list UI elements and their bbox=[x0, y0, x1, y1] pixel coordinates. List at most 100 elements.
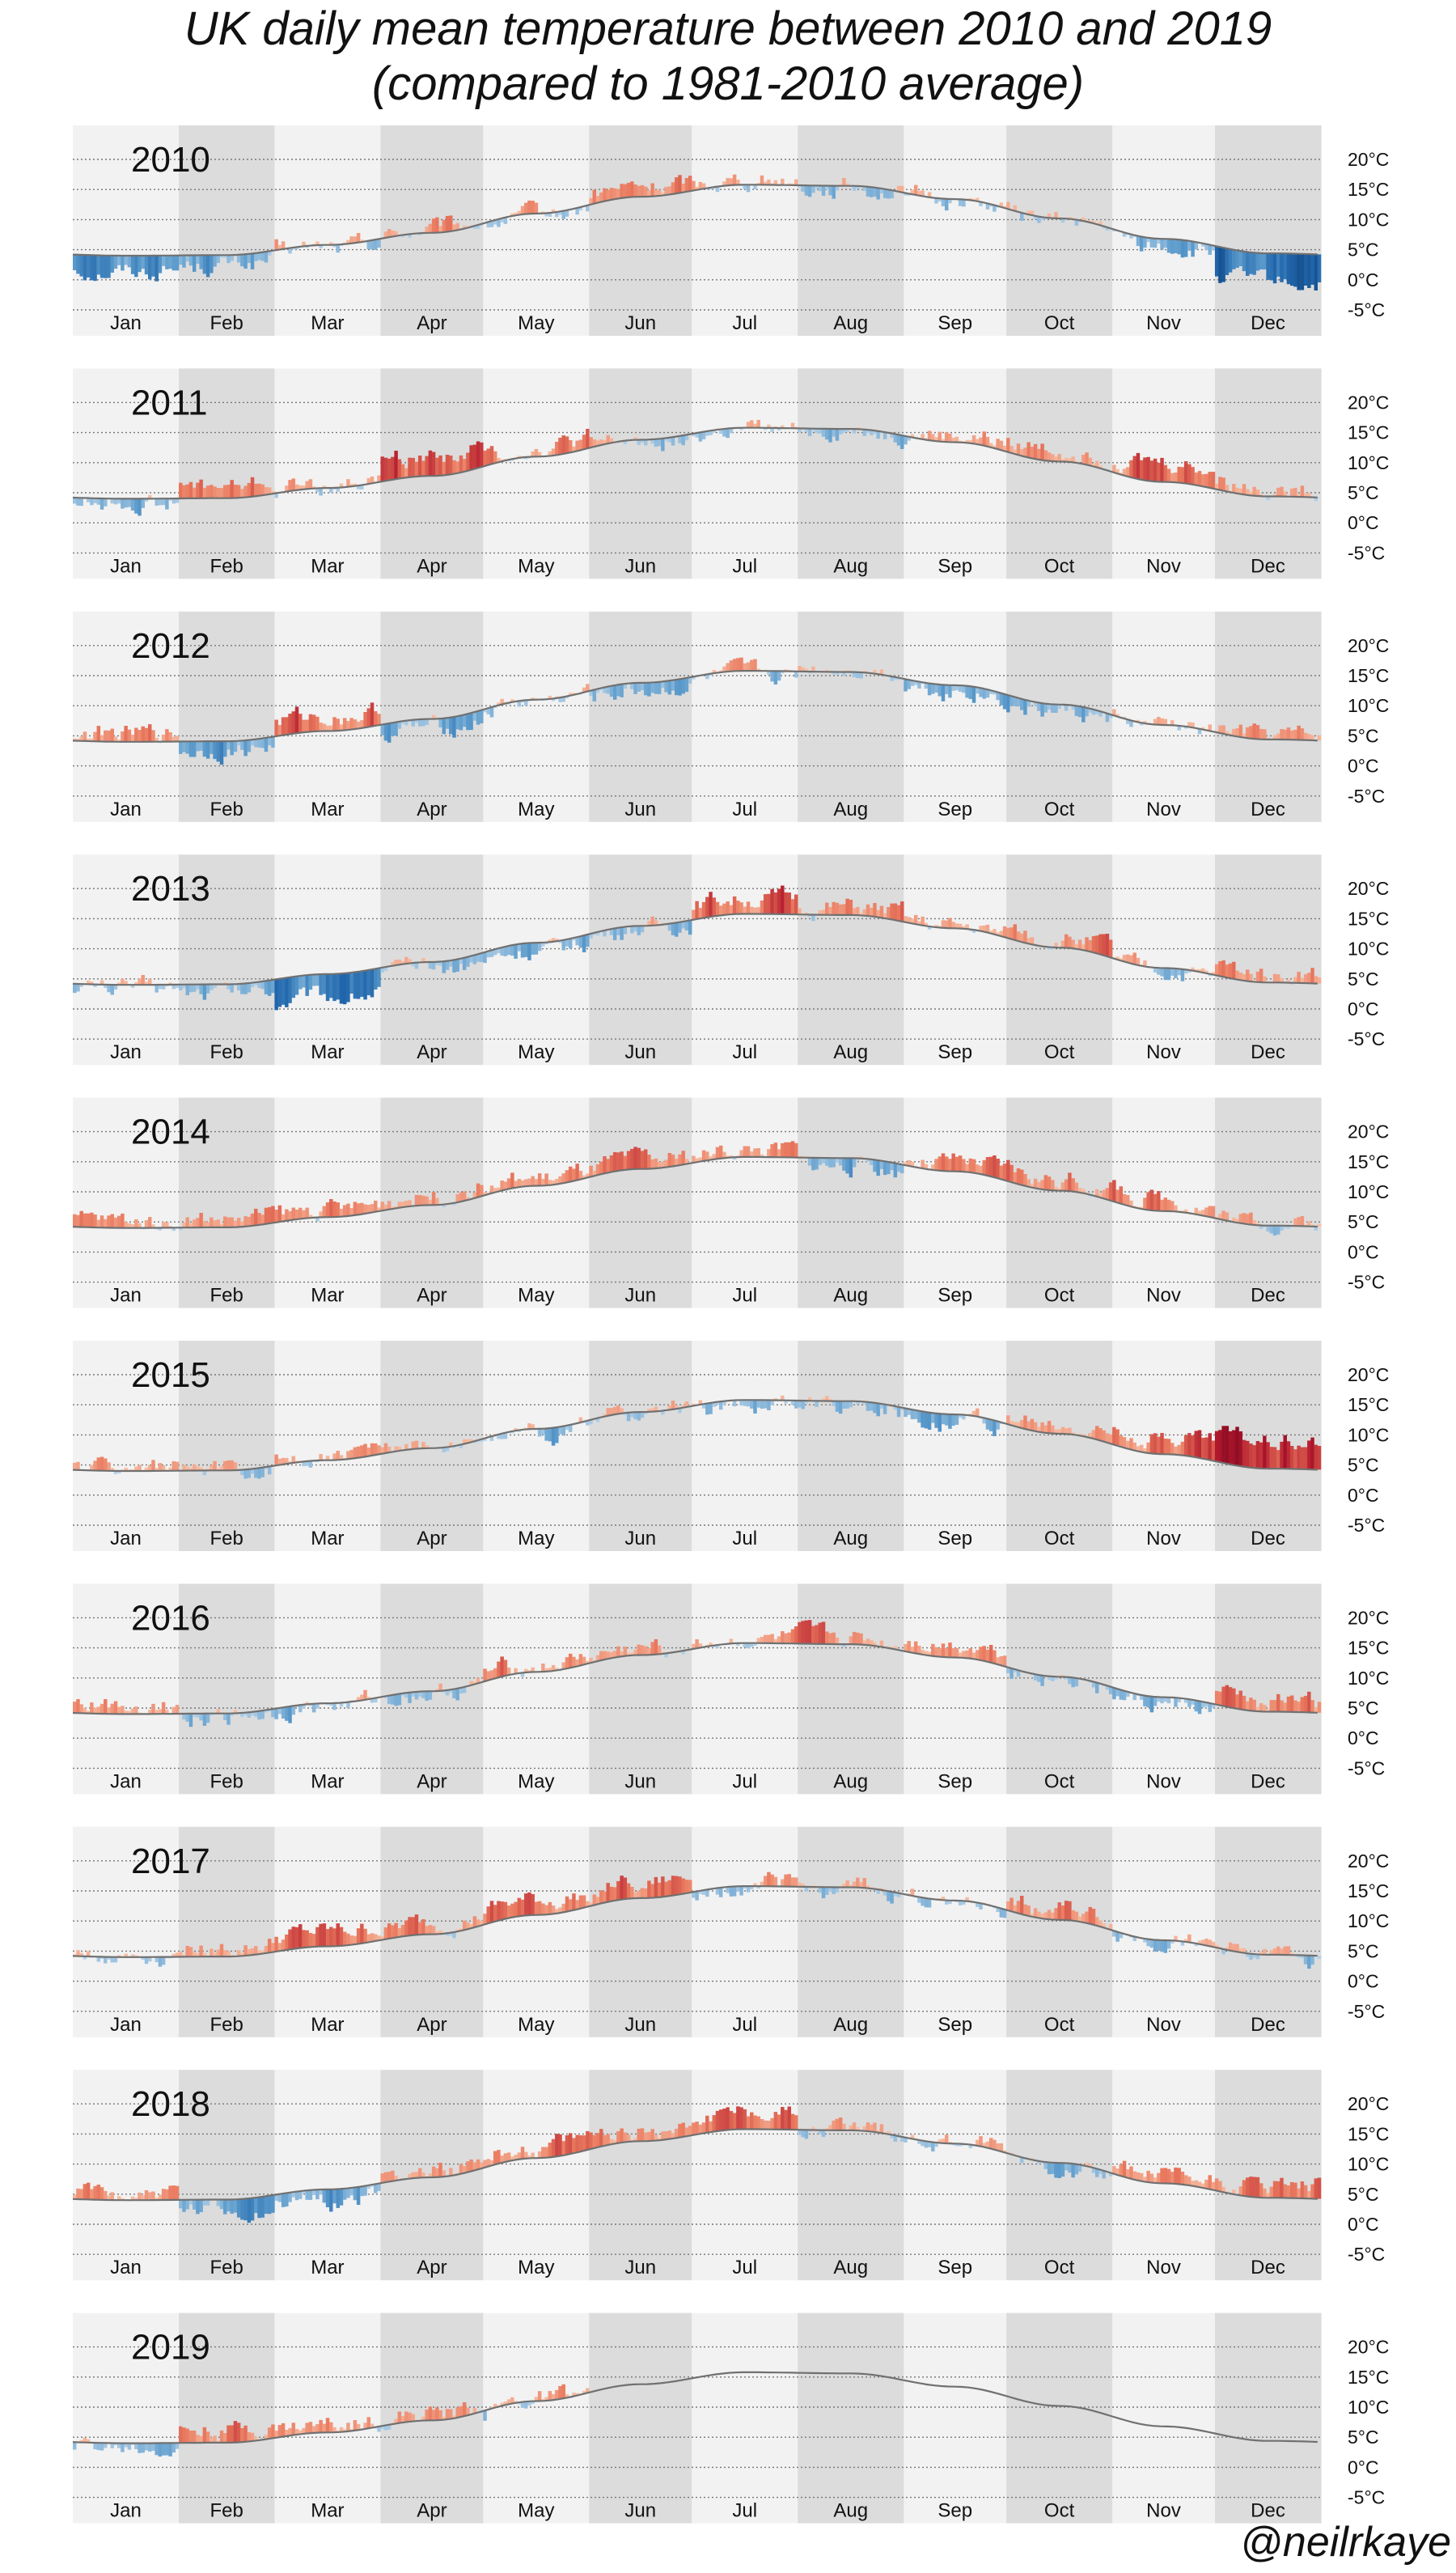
daily-bar bbox=[1098, 1193, 1103, 1197]
daily-bar bbox=[739, 2107, 743, 2130]
daily-bar bbox=[1163, 2168, 1168, 2184]
daily-bar bbox=[971, 686, 976, 703]
daily-bar bbox=[968, 439, 973, 443]
daily-bar bbox=[360, 1445, 364, 1458]
year-label: 2015 bbox=[131, 1355, 210, 1395]
daily-bar bbox=[182, 1954, 186, 1957]
daily-bar bbox=[417, 719, 422, 727]
daily-bar bbox=[138, 256, 142, 273]
daily-bar bbox=[240, 983, 244, 994]
daily-bar bbox=[394, 2175, 398, 2181]
daily-bar bbox=[360, 720, 364, 729]
daily-bar bbox=[1030, 2158, 1035, 2160]
y-tick-label: 5°C bbox=[1348, 1940, 1379, 1961]
daily-bar bbox=[1201, 1210, 1205, 1215]
daily-bar bbox=[1047, 1421, 1052, 1434]
daily-bar bbox=[165, 2443, 169, 2456]
daily-bar bbox=[319, 1923, 323, 1947]
daily-bar bbox=[907, 1159, 911, 1166]
daily-bar bbox=[325, 725, 330, 731]
daily-bar bbox=[612, 188, 617, 200]
daily-bar bbox=[798, 428, 802, 433]
daily-bar bbox=[520, 206, 525, 215]
daily-bar bbox=[722, 666, 726, 672]
daily-bar bbox=[336, 2189, 340, 2208]
daily-bar bbox=[486, 952, 490, 958]
daily-bar bbox=[1249, 726, 1253, 739]
daily-bar bbox=[838, 904, 843, 915]
daily-bar bbox=[363, 1689, 367, 1701]
daily-bar bbox=[175, 735, 180, 742]
month-band-oct bbox=[1006, 1583, 1113, 1795]
daily-bar bbox=[1006, 1159, 1010, 1181]
daily-bar bbox=[417, 1691, 422, 1697]
daily-bar bbox=[675, 177, 679, 194]
daily-bar bbox=[767, 1634, 771, 1643]
daily-bar bbox=[247, 1949, 252, 1956]
daily-bar bbox=[127, 729, 132, 742]
daily-bar bbox=[842, 2123, 846, 2130]
daily-bar bbox=[124, 981, 128, 986]
daily-bar bbox=[404, 721, 408, 726]
daily-bar bbox=[835, 2118, 840, 2130]
month-label: Dec bbox=[1251, 2500, 1285, 2522]
daily-bar bbox=[586, 1660, 590, 1664]
daily-bar bbox=[1204, 473, 1208, 487]
daily-bar bbox=[459, 2406, 463, 2418]
month-label: Jul bbox=[732, 2500, 757, 2522]
daily-bar bbox=[360, 485, 364, 490]
daily-bar bbox=[210, 485, 214, 498]
daily-bar bbox=[1208, 472, 1212, 488]
daily-bar bbox=[1266, 1225, 1270, 1232]
daily-bar bbox=[712, 897, 716, 917]
daily-bar bbox=[718, 1888, 723, 1897]
daily-bar bbox=[705, 2115, 709, 2133]
daily-bar bbox=[127, 1223, 132, 1228]
daily-bar bbox=[455, 2407, 459, 2418]
y-tick-label: 20°C bbox=[1348, 635, 1389, 656]
daily-bar bbox=[603, 1414, 607, 1418]
daily-bar bbox=[240, 2198, 244, 2220]
daily-bar bbox=[1293, 729, 1297, 740]
daily-bar bbox=[630, 1412, 634, 1418]
daily-bar bbox=[1310, 735, 1314, 740]
daily-bar bbox=[469, 713, 473, 731]
daily-bar bbox=[1019, 449, 1024, 456]
daily-bar bbox=[99, 735, 104, 742]
daily-bar bbox=[1249, 252, 1253, 274]
daily-bar bbox=[917, 1646, 921, 1654]
daily-bar bbox=[414, 1914, 419, 1935]
daily-bar bbox=[913, 680, 918, 685]
daily-bar bbox=[548, 451, 552, 456]
daily-bar bbox=[985, 437, 990, 447]
y-tick-label: 20°C bbox=[1348, 1850, 1389, 1871]
daily-bar bbox=[332, 2427, 336, 2433]
daily-bar bbox=[179, 741, 183, 754]
daily-bar bbox=[633, 2138, 637, 2142]
daily-bar bbox=[856, 1401, 860, 1405]
daily-bar bbox=[732, 1157, 737, 1160]
daily-bar bbox=[281, 1457, 286, 1465]
daily-bar bbox=[934, 1413, 938, 1428]
daily-bar bbox=[777, 1636, 781, 1643]
daily-bar bbox=[541, 2147, 545, 2159]
daily-bar bbox=[787, 892, 792, 914]
daily-bar bbox=[794, 2115, 798, 2130]
daily-bar bbox=[798, 1882, 802, 1887]
daily-bar bbox=[445, 1690, 450, 1696]
daily-bar bbox=[1108, 1924, 1113, 1930]
daily-bar bbox=[161, 1465, 166, 1471]
daily-bar bbox=[729, 178, 734, 185]
daily-bar bbox=[236, 255, 241, 263]
daily-bar bbox=[1310, 2184, 1314, 2199]
y-tick-label: -5°C bbox=[1348, 2001, 1385, 2022]
daily-bar bbox=[285, 977, 289, 1007]
daily-bar bbox=[288, 714, 292, 735]
daily-bar bbox=[96, 1956, 101, 1962]
daily-bar bbox=[1047, 703, 1052, 710]
daily-bar bbox=[999, 440, 1004, 450]
daily-bar bbox=[374, 711, 378, 727]
daily-bar bbox=[124, 2443, 128, 2448]
daily-bar bbox=[1232, 728, 1236, 736]
month-label: Mar bbox=[311, 1528, 344, 1549]
